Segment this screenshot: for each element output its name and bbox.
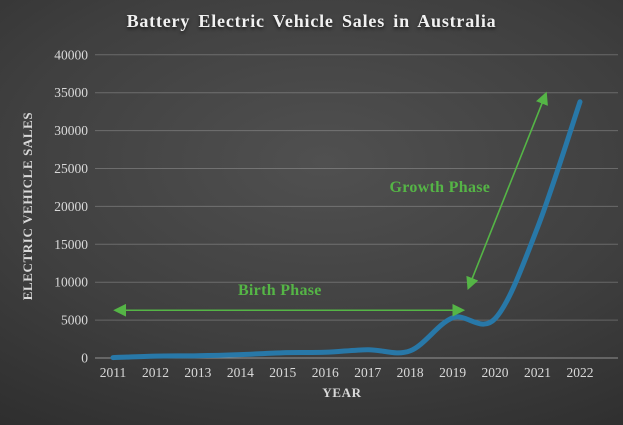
x-tick-label: 2012 [142,365,169,380]
annotation-growth-phase: Growth Phase [390,179,491,196]
y-tick-label: 15000 [54,237,88,252]
y-tick-label: 30000 [54,123,88,138]
x-tick-label: 2017 [354,365,381,380]
annotation-birth-phase: Birth Phase [238,282,322,299]
x-tick-label: 2019 [439,365,466,380]
x-tick-label: 2011 [100,365,127,380]
growth-phase-arrow [466,91,548,291]
x-tick-label: 2021 [524,365,551,380]
y-tick-label: 20000 [54,199,88,214]
y-tick-label: 40000 [54,47,88,62]
x-tick-label: 2018 [397,365,424,380]
x-tick-label: 2020 [482,365,509,380]
x-axis-title: YEAR [322,385,361,400]
y-axis-title: ELECTRIC VEHICLE SALES [20,112,35,301]
x-tick-label: 2016 [312,365,339,380]
x-tick-label: 2014 [227,365,254,380]
y-tick-label: 35000 [54,85,88,100]
x-tick-label: 2015 [269,365,296,380]
x-tick-label: 2022 [566,365,593,380]
x-axis-tick-labels: 2011 2012 2013 2014 2015 2016 2017 2018 2019 2020… [100,365,594,380]
y-tick-label: 25000 [54,161,88,176]
y-tick-label: 0 [81,351,88,366]
chart-title: Battery Electric Vehicle Sales in Austra… [126,11,497,31]
y-tick-label: 10000 [54,275,88,290]
y-tick-label: 5000 [61,313,88,328]
data-series-line [110,99,583,361]
x-tick-label: 2013 [184,365,211,380]
y-axis-tick-labels: 0 5000 10000 15000 20000 25000 30000 35000 40000 [54,47,88,365]
gridlines [95,54,618,359]
